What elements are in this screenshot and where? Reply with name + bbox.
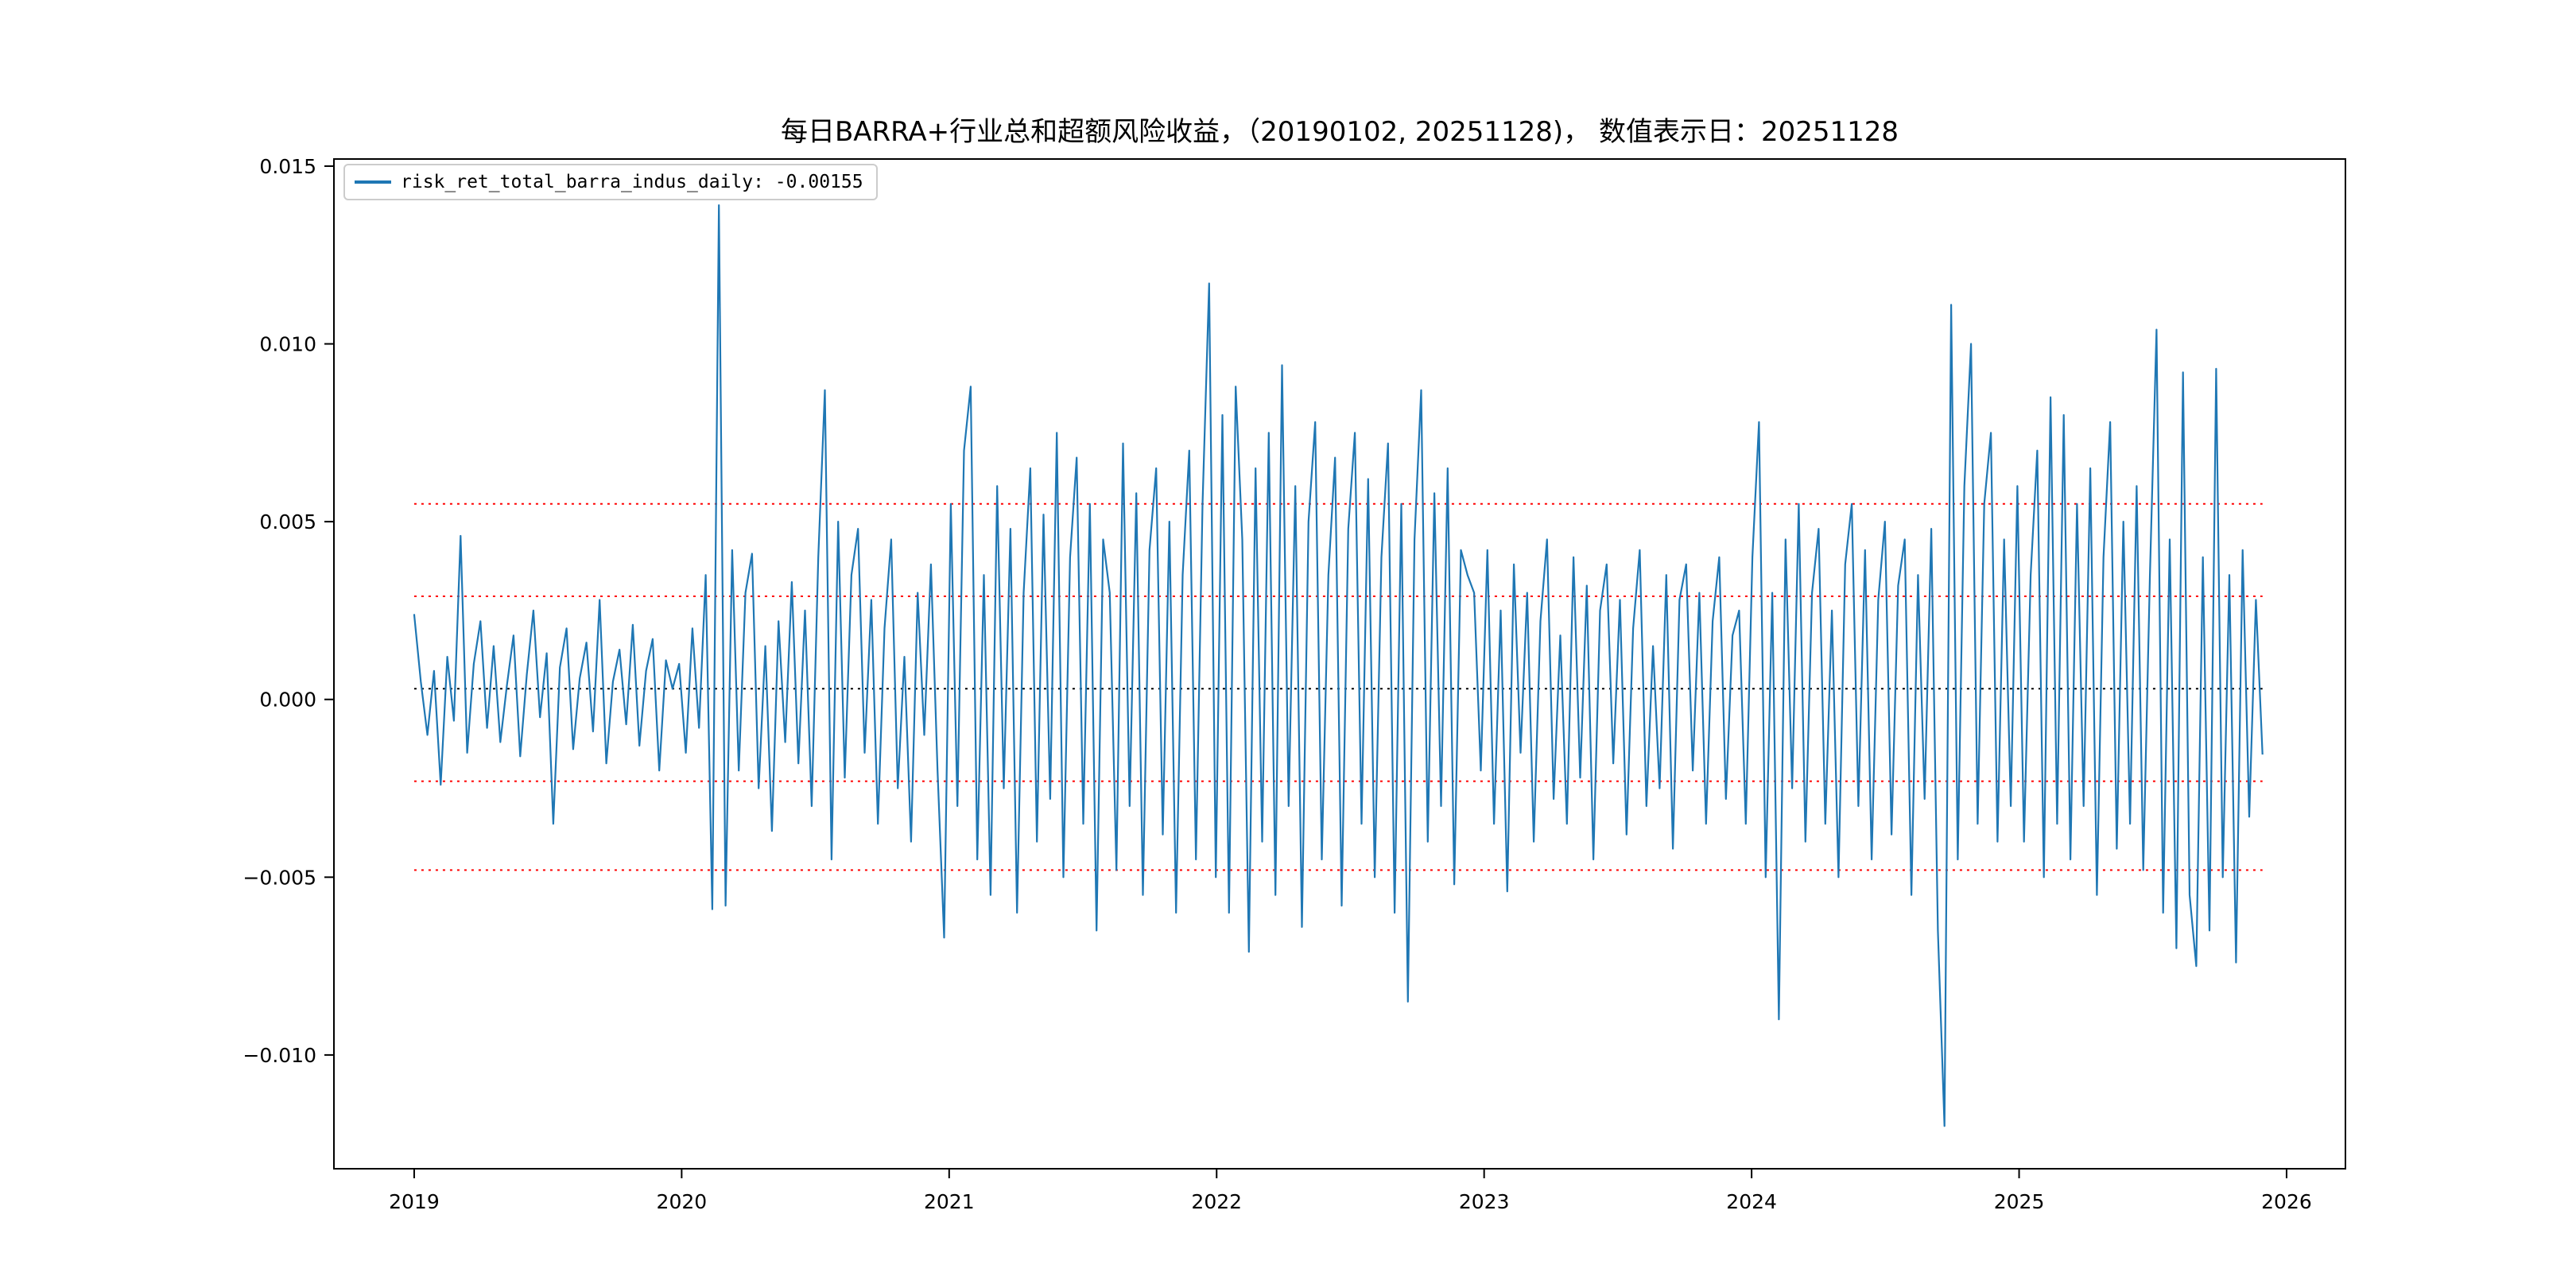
x-tick-label: 2023 [1459, 1190, 1510, 1213]
axes-group: 0.015 0.010 0.005 0.000 −0.005 −0.010 2019 2020… [242, 155, 2346, 1213]
y-tick-label: 0.015 [259, 155, 316, 178]
axes-spines [333, 158, 2346, 1170]
x-tick-label: 2021 [924, 1190, 975, 1213]
y-tick-label: 0.010 [259, 333, 316, 356]
x-tick-label: 2020 [657, 1190, 708, 1213]
chart-title: 每日BARRA+行业总和超额风险收益，（20190102, 20251128)，… [780, 116, 1899, 148]
x-tick-label: 2019 [389, 1190, 440, 1213]
legend-line-sample [355, 180, 391, 184]
legend: risk_ret_total_barra_indus_daily: -0.001… [343, 164, 878, 200]
series-line [413, 204, 2264, 1127]
y-tick-label: 0.000 [259, 689, 316, 712]
legend-label: risk_ret_total_barra_indus_daily: -0.001… [401, 172, 863, 192]
x-tick-label: 2024 [1726, 1190, 1777, 1213]
x-tick-label: 2022 [1191, 1190, 1242, 1213]
y-tick-label: 0.005 [259, 510, 316, 533]
y-tick-label: −0.005 [242, 866, 316, 889]
x-tick-label: 2025 [1994, 1190, 2045, 1213]
x-tick-label: 2026 [2261, 1190, 2312, 1213]
series-group [413, 204, 2264, 1127]
y-tick-label: −0.010 [242, 1044, 316, 1067]
